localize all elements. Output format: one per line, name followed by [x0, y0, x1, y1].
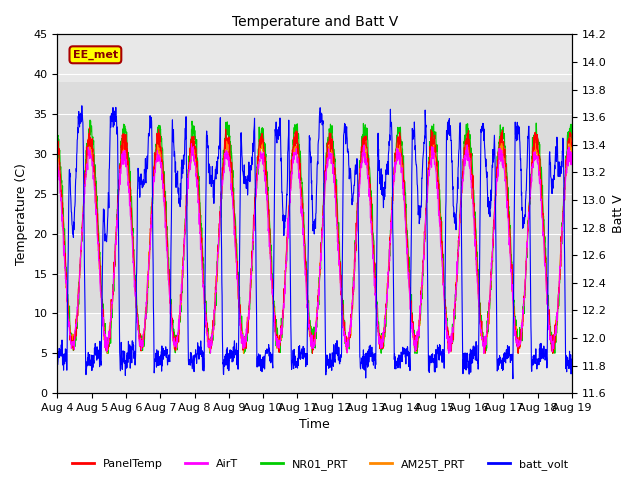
Legend: PanelTemp, AirT, NR01_PRT, AM25T_PRT, batt_volt: PanelTemp, AirT, NR01_PRT, AM25T_PRT, ba…	[68, 455, 572, 474]
Text: EE_met: EE_met	[73, 49, 118, 60]
Title: Temperature and Batt V: Temperature and Batt V	[232, 15, 397, 29]
Bar	[58, 82, 572, 313]
Y-axis label: Batt V: Batt V	[612, 194, 625, 233]
Y-axis label: Temperature (C): Temperature (C)	[15, 163, 28, 264]
X-axis label: Time: Time	[300, 419, 330, 432]
